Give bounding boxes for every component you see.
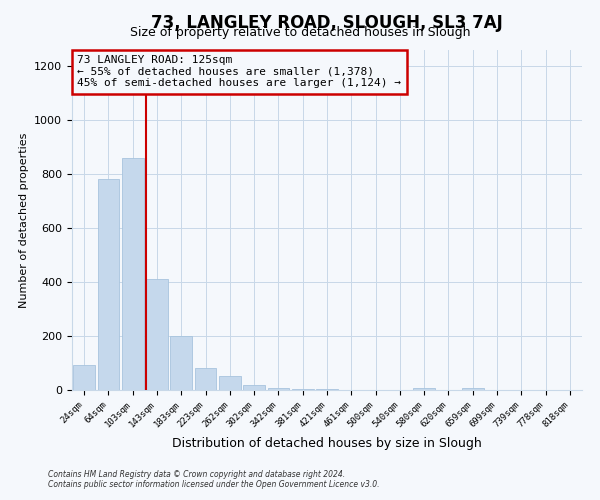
X-axis label: Distribution of detached houses by size in Slough: Distribution of detached houses by size … [172,437,482,450]
Bar [462,388,484,390]
Bar [316,389,338,390]
Bar [97,179,119,390]
Bar [73,365,95,390]
Bar [194,368,217,390]
Y-axis label: Number of detached properties: Number of detached properties [19,132,29,308]
Bar [413,388,435,390]
Bar [268,388,289,390]
Bar [146,280,168,390]
Bar [292,389,314,390]
Bar [170,336,192,390]
Title: 73, LANGLEY ROAD, SLOUGH, SL3 7AJ: 73, LANGLEY ROAD, SLOUGH, SL3 7AJ [151,14,503,32]
Bar [243,384,265,390]
Text: Size of property relative to detached houses in Slough: Size of property relative to detached ho… [130,26,470,39]
Text: Contains HM Land Registry data © Crown copyright and database right 2024.
Contai: Contains HM Land Registry data © Crown c… [48,470,380,489]
Bar [219,376,241,390]
Bar [122,158,143,390]
Text: 73 LANGLEY ROAD: 125sqm
← 55% of detached houses are smaller (1,378)
45% of semi: 73 LANGLEY ROAD: 125sqm ← 55% of detache… [77,55,401,88]
